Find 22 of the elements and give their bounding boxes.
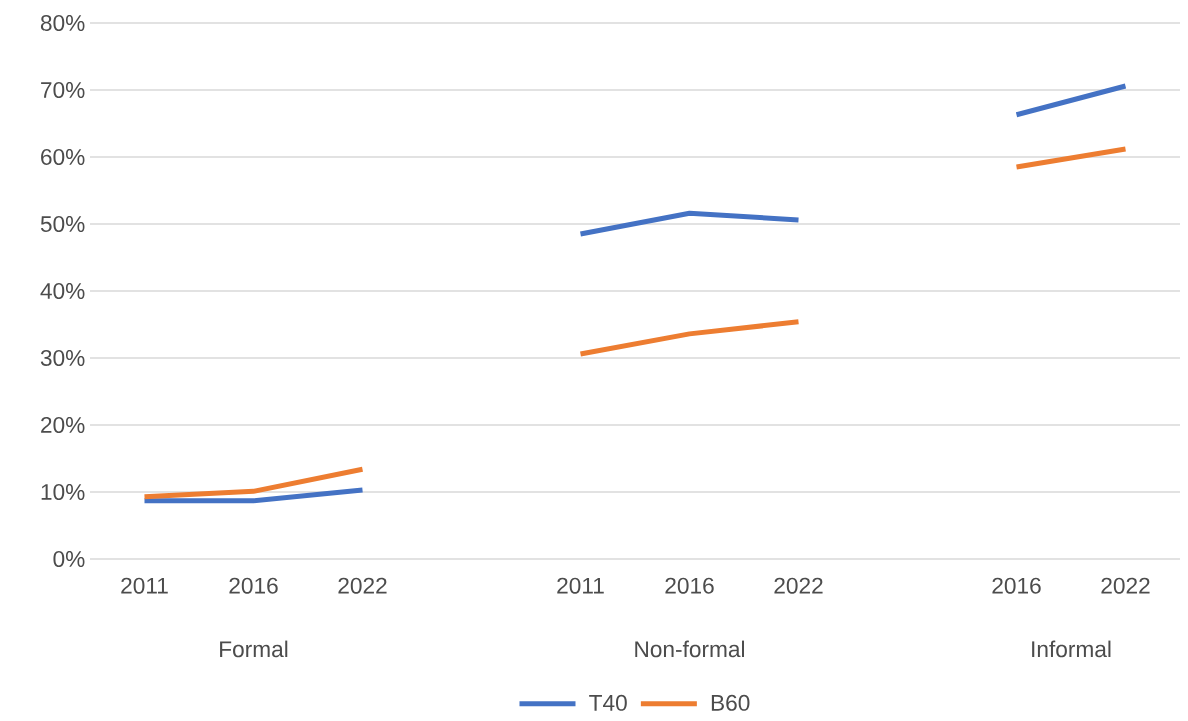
- x-tick-label: 2022: [1101, 577, 1150, 594]
- legend-label: T40: [589, 694, 627, 711]
- x-tick-label: 2011: [557, 577, 604, 594]
- text: Formal: [220, 640, 288, 658]
- legend-label: B60: [711, 694, 750, 711]
- x-tick-label: 2016: [665, 577, 714, 594]
- x-tick-label: 2022: [338, 577, 387, 594]
- y-tick-label: 0%: [53, 550, 85, 568]
- y-tick-label: 10%: [41, 483, 85, 501]
- x-tick-label: 2011: [121, 577, 168, 594]
- y-tick-label: 60%: [41, 148, 85, 166]
- y-tick-label: 30%: [40, 349, 85, 367]
- y-tick-label: 40%: [40, 282, 85, 300]
- x-tick-label: 2022: [774, 577, 823, 594]
- y-tick-label: 20%: [41, 416, 85, 434]
- text: Informal: [1032, 640, 1111, 658]
- y-tick-label: 70%: [41, 81, 85, 99]
- text: Non-formal: [635, 640, 745, 658]
- y-tick-label: 80%: [40, 14, 85, 32]
- x-tick-label: 2016: [992, 577, 1041, 594]
- x-tick-label: 2016: [229, 577, 278, 594]
- y-tick-label: 50%: [40, 215, 85, 233]
